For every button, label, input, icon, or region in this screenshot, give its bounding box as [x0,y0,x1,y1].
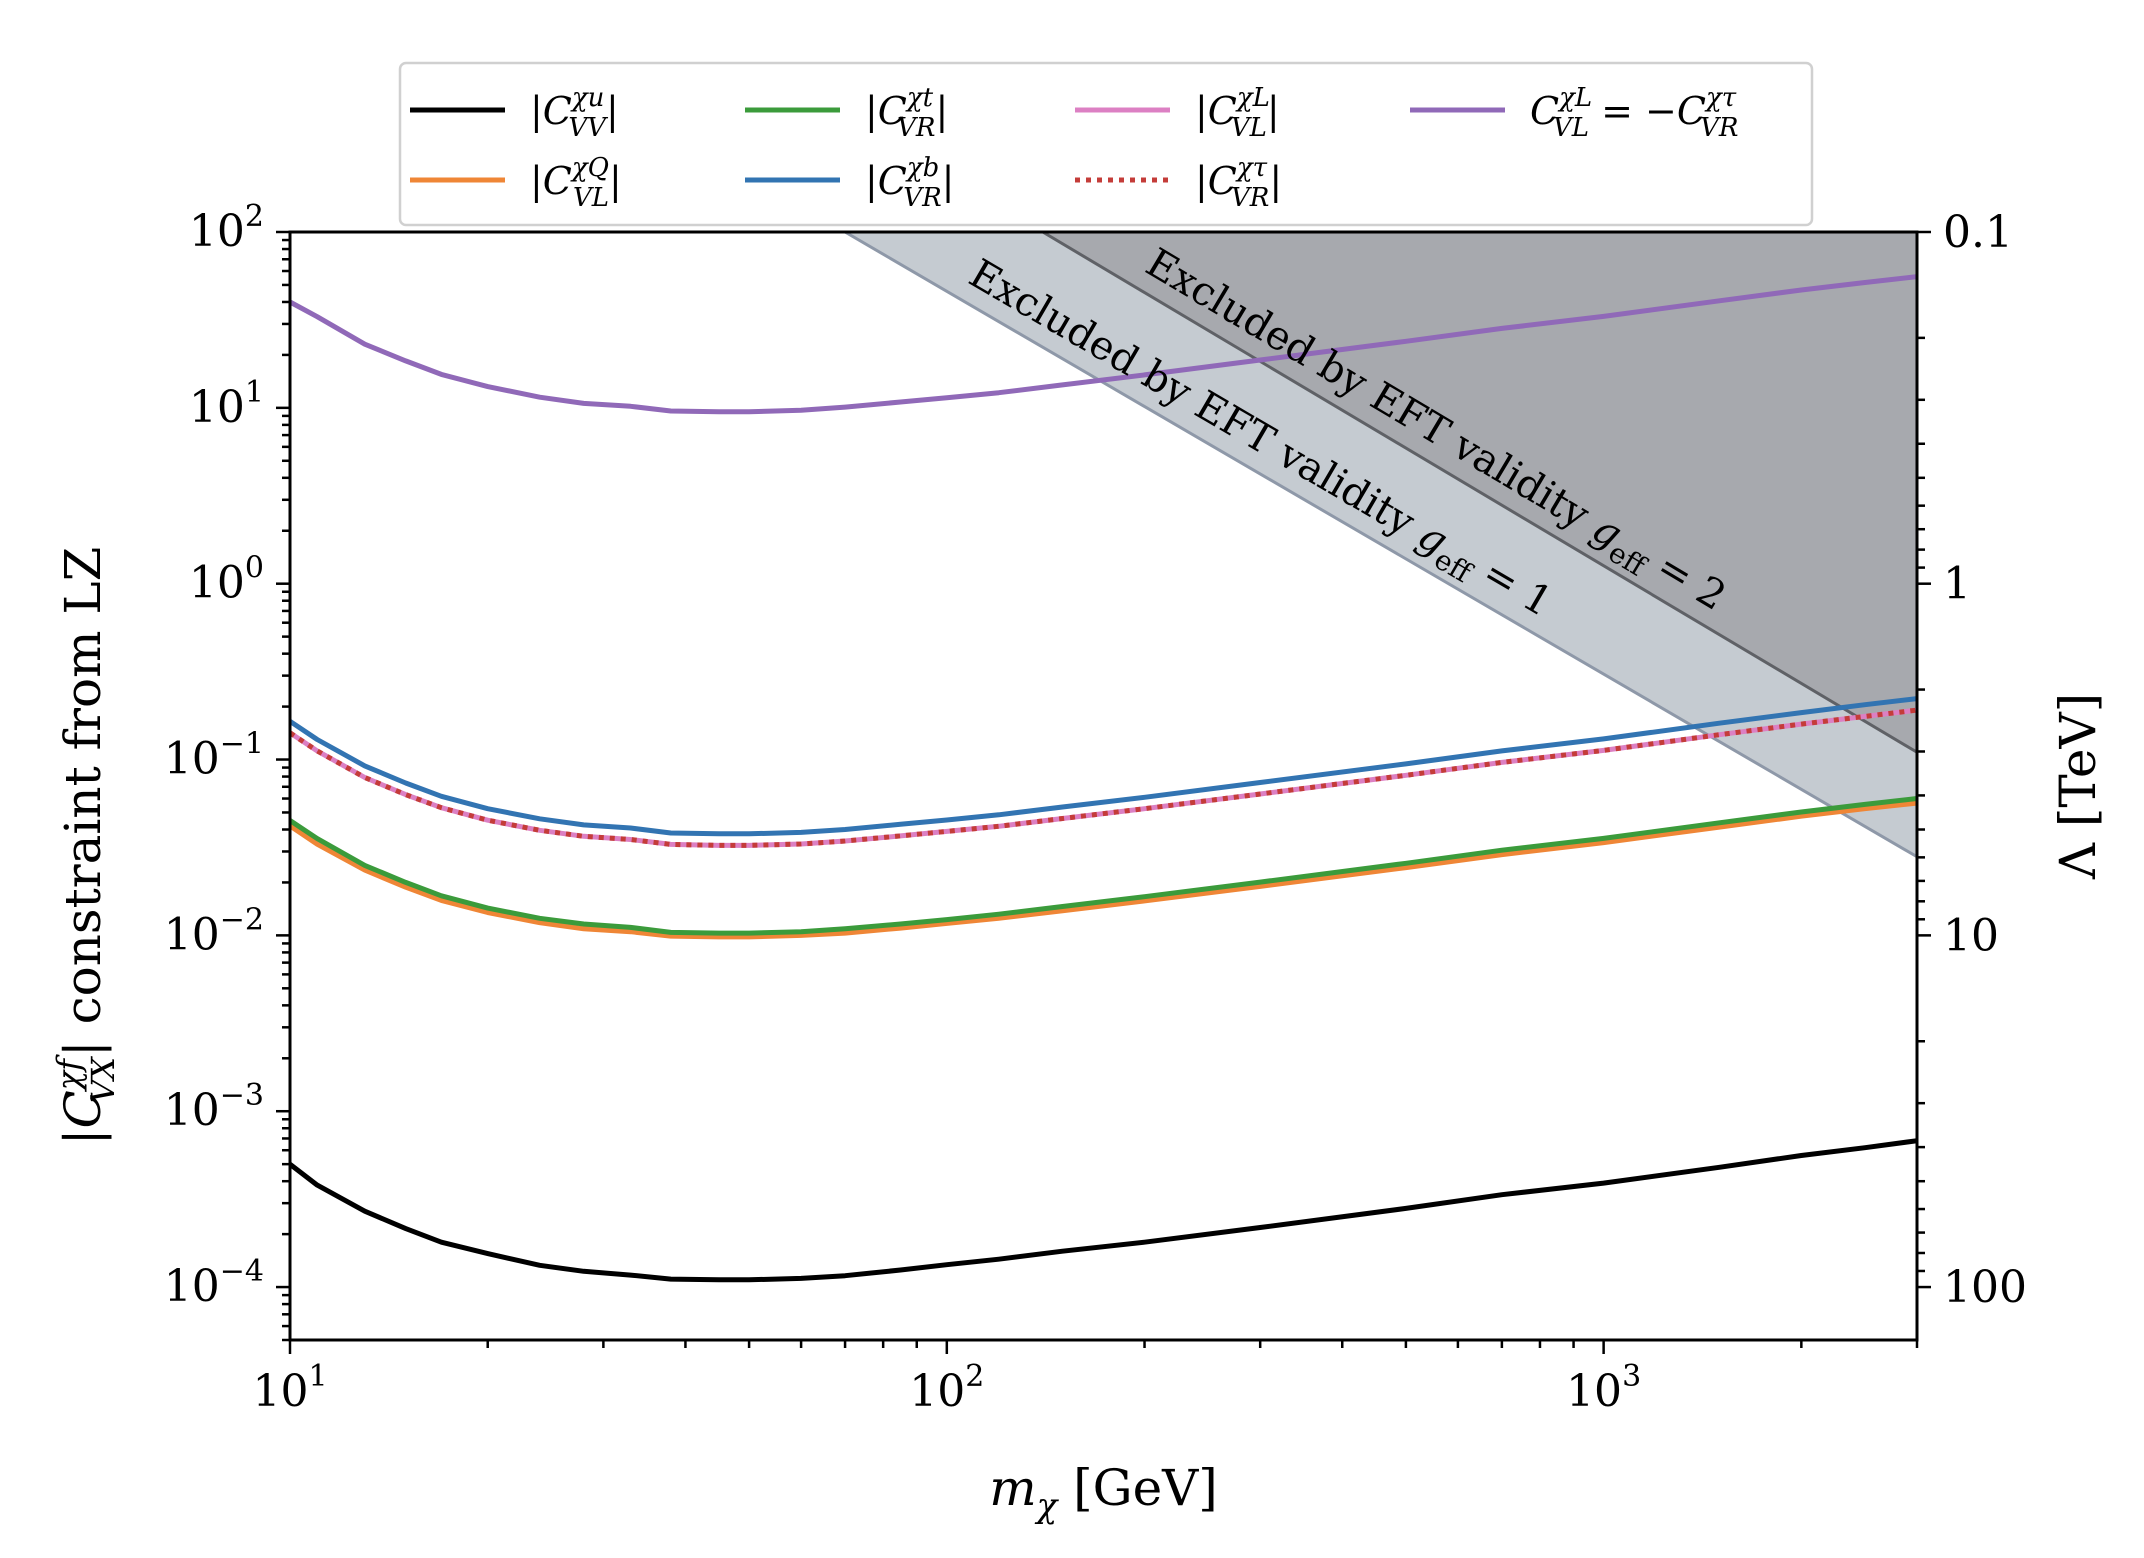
y-tick-label-3: 10−2 [164,902,264,960]
series-line-3 [290,796,1917,936]
y-axis-title: |CχfVX| constraint from LZ [50,547,122,1146]
series-line-7 [290,274,1917,415]
y-tick-label-6: 101 [189,375,264,433]
y-tick-label-1: 10−4 [164,1254,264,1312]
exclusion-boundary-1 [844,232,1917,859]
legend-label-4: |Cχb VR| [865,153,954,213]
x-tick-label-3: 103 [1566,1359,1641,1417]
series-line-4 [290,696,1917,837]
x-tick-label-2: 102 [909,1359,984,1417]
legend-label-7: CχL VL = −Cχτ VR [1530,83,1738,143]
legend-label-5: |CχL VL| [1195,83,1280,143]
y-tick-label-7: 102 [189,199,264,257]
legend-box [398,61,1814,227]
y-tick-label-4: 10−1 [164,727,264,785]
x-tick-label-1: 101 [252,1359,327,1417]
legend-label-3: |Cχt VR| [865,83,948,143]
axes: 101 102 103 10−4 10−3 10−2 10−1 100 101 102 0.1 1 10… [164,199,2027,1417]
y2-tick-label-2: 1 [1943,559,1971,610]
series-line-1 [290,1138,1917,1283]
legend: |Cχu VV| |CχQ VL| |Cχt VR| |Cχb VR| |CχL VL| |Cχτ V… [398,61,1814,227]
series-line-2 [290,800,1917,940]
y-tick-label-2: 10−3 [164,1078,264,1136]
series-group [290,274,1917,1283]
y2-tick-label-1: 0.1 [1943,207,2013,258]
y-tick-label-5: 100 [189,551,264,609]
y2-tick-label-4: 100 [1943,1262,2027,1313]
exclusion-bands [844,232,1917,859]
y2-tick-label-3: 10 [1943,910,1999,961]
y2-axis-title: Λ [TeV] [2049,693,2107,880]
legend-label-1: |Cχu VV| [530,83,619,143]
legend-label-2: |CχQ VL| [530,153,622,213]
series-line-6 [290,707,1917,848]
exclusion-boundary-2 [1042,232,1917,754]
axis-titles: mχ [GeV] |CχfVX| constraint from LZ Λ [TeV… [50,547,2107,1526]
x-axis-title: mχ [GeV] [989,1459,1218,1526]
legend-label-6: |Cχτ VR| [1195,153,1282,213]
